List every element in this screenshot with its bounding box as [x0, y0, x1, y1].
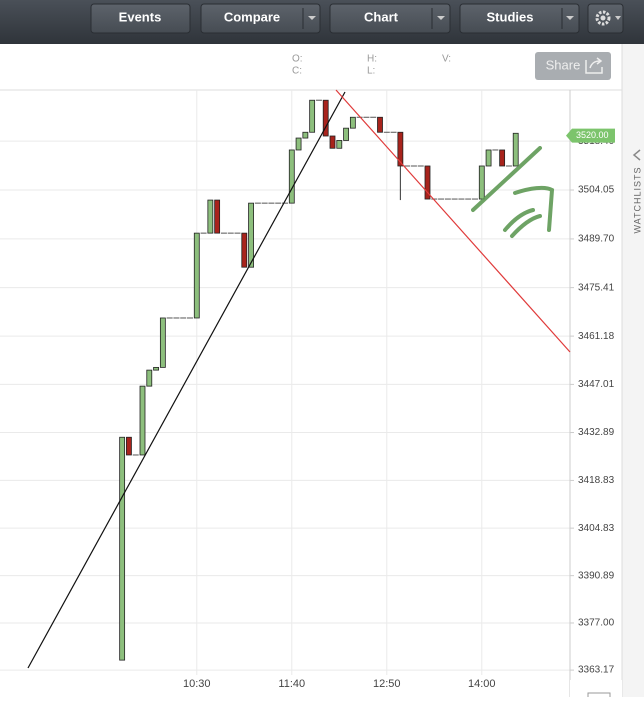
candle-body [349, 116, 356, 129]
candle-body [485, 149, 492, 167]
candle-body [322, 99, 329, 137]
candle-body [397, 131, 404, 167]
candle-body [139, 385, 146, 456]
hand-stroke [510, 214, 542, 238]
candle-body [119, 436, 126, 661]
share-icon [585, 57, 603, 74]
candle-body [478, 165, 485, 200]
y-tick-label: 3404.83 [578, 523, 615, 534]
hand-stroke [471, 146, 542, 212]
y-tick-label: 3432.89 [578, 427, 615, 438]
price-tag [566, 128, 615, 143]
x-tick-label: 12:50 [373, 678, 401, 690]
y-tick-label: 3475.41 [578, 282, 615, 293]
candle-body [248, 202, 254, 268]
y-tick-label: 3504.05 [578, 185, 615, 196]
candle-body [126, 436, 132, 456]
y-tick-label: 3447.01 [578, 379, 615, 390]
button-label: Chart [364, 9, 399, 24]
sidebar[interactable] [622, 44, 644, 697]
candle-body [159, 317, 166, 368]
compare-button[interactable] [200, 3, 321, 34]
gear-icon [595, 10, 611, 26]
gear-icon [600, 15, 606, 21]
button-label: Events [119, 9, 162, 24]
y-tick-label: 3461.18 [578, 331, 615, 342]
ohlc-label: L: [367, 66, 375, 77]
candle-body [343, 127, 349, 141]
hand-stroke [513, 185, 555, 232]
price-tag-label: 3520.00 [576, 130, 609, 140]
candle-body [329, 135, 336, 149]
x-tick-label: 11:40 [278, 678, 305, 690]
dropdown-arrow [615, 16, 621, 20]
candle-body [309, 99, 316, 133]
ohlc-label: H: [367, 54, 377, 65]
candle-body [295, 137, 302, 151]
trend-line [27, 91, 346, 669]
candle-body [241, 232, 248, 268]
events-button[interactable] [90, 3, 191, 34]
trend-line [335, 89, 571, 353]
sidebar-arrow [632, 149, 641, 161]
y-tick-label: 3489.70 [578, 234, 615, 245]
hand-drawing [471, 146, 555, 238]
x-tick-label: 14:00 [468, 678, 496, 690]
candle-body [302, 131, 309, 139]
candle-body [512, 132, 519, 167]
candle-body [153, 366, 159, 371]
candle-body [424, 165, 431, 200]
candle-body [288, 149, 295, 204]
candle-body [214, 199, 221, 234]
y-tick-label: 3363.17 [578, 665, 615, 676]
ohlc-label: V: [442, 54, 451, 65]
dropdown-arrow [566, 16, 574, 20]
candle-body [499, 149, 506, 167]
x-tick-label: 10:30 [183, 678, 211, 690]
chart-button[interactable] [329, 3, 451, 34]
candle-body [193, 232, 200, 319]
dropdown-arrow [308, 16, 316, 20]
settings-button[interactable] [587, 3, 624, 34]
hand-stroke [503, 208, 535, 232]
button-label: Studies [487, 9, 534, 24]
candle-body [207, 199, 214, 234]
sidebar-label: WATCHLISTS [632, 166, 642, 233]
y-tick-label: 3377.00 [578, 618, 615, 629]
ohlc-label: C: [292, 66, 302, 77]
y-tick-label: 3418.83 [578, 475, 615, 486]
candle-body [336, 140, 343, 149]
candle-body [377, 116, 383, 133]
button-label: Compare [224, 9, 280, 24]
ohlc-label: O: [292, 54, 303, 65]
candle-body [146, 369, 153, 387]
corner-icon [587, 692, 611, 700]
y-tick-label: 3390.89 [578, 570, 615, 581]
share-label: Share [546, 57, 581, 72]
studies-button[interactable] [459, 3, 580, 34]
info-bar [0, 44, 622, 90]
dropdown-arrow [437, 16, 445, 20]
